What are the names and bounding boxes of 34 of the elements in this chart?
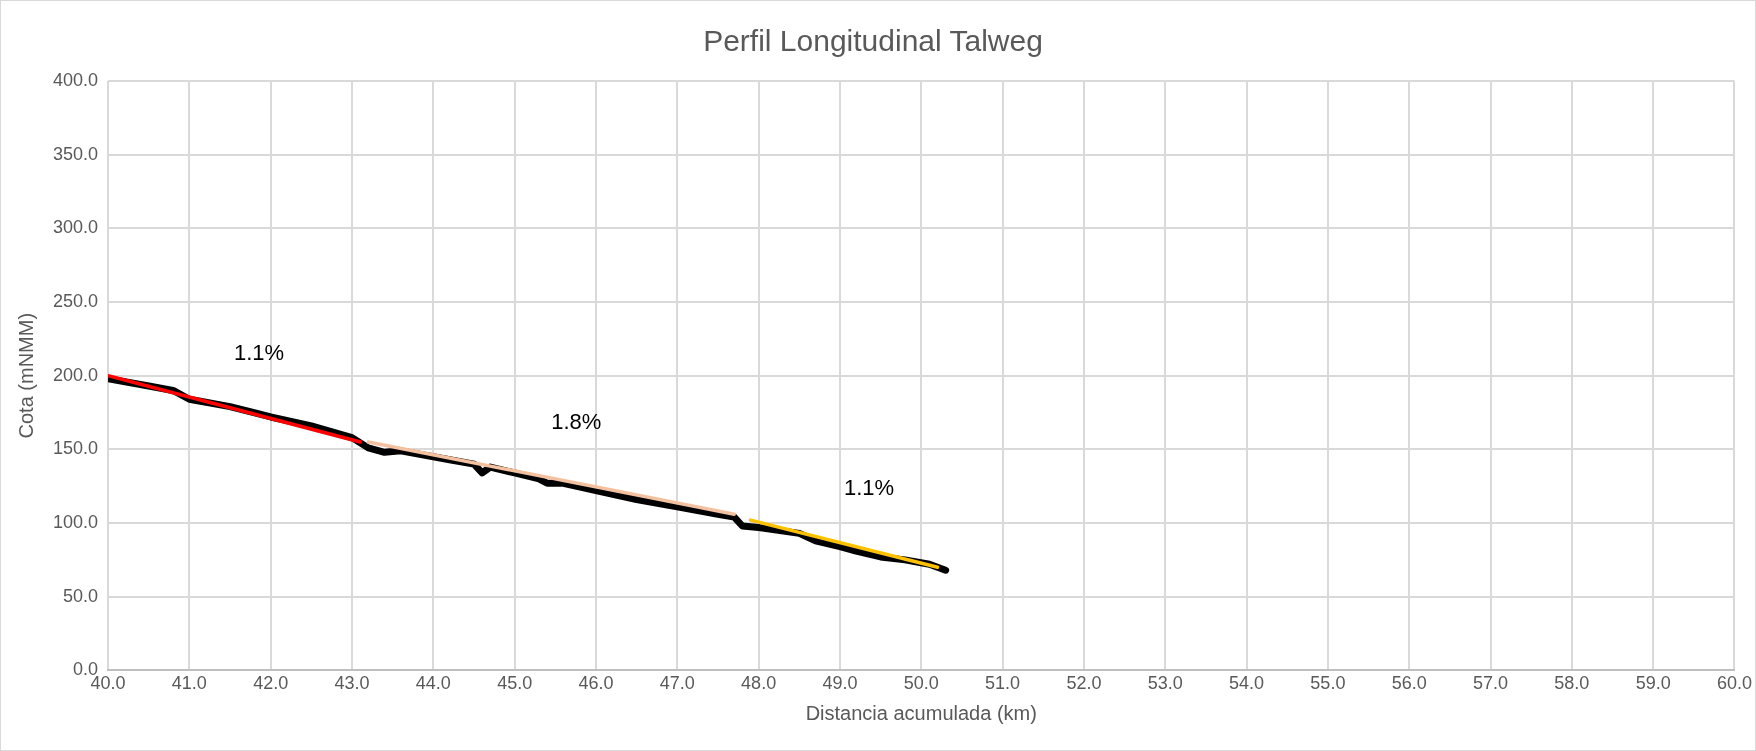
x-tick-label: 51.0 bbox=[985, 673, 1021, 694]
y-tick-label: 250.0 bbox=[53, 290, 99, 311]
x-tick-label: 43.0 bbox=[334, 673, 370, 694]
x-tick-label: 54.0 bbox=[1229, 673, 1265, 694]
y-tick-label: 300.0 bbox=[53, 217, 99, 238]
x-tick-label: 56.0 bbox=[1391, 673, 1427, 694]
x-tick-label: 60.0 bbox=[1716, 673, 1753, 694]
x-tick-label: 53.0 bbox=[1147, 673, 1183, 694]
y-tick-label: 50.0 bbox=[63, 585, 99, 606]
x-tick-label: 52.0 bbox=[1066, 673, 1102, 694]
y-tick-label: 200.0 bbox=[53, 364, 99, 385]
x-tick-label: 57.0 bbox=[1472, 673, 1509, 694]
x-tick-label: 50.0 bbox=[903, 673, 939, 694]
x-tick-label: 55.0 bbox=[1310, 673, 1346, 694]
x-tick-label: 45.0 bbox=[497, 673, 533, 694]
y-tick-label: 350.0 bbox=[53, 143, 99, 164]
x-tick-label: 42.0 bbox=[253, 673, 289, 694]
y-tick-label: 400.0 bbox=[53, 69, 99, 90]
x-tick-label: 47.0 bbox=[659, 673, 695, 694]
y-tick-label: 150.0 bbox=[53, 438, 99, 459]
annotation: 1.1% bbox=[843, 474, 895, 500]
x-tick-label: 48.0 bbox=[741, 673, 777, 694]
annotation: 1.8% bbox=[551, 409, 602, 435]
annotation: 1.1% bbox=[234, 339, 285, 365]
x-tick-label: 46.0 bbox=[578, 673, 614, 694]
x-tick-label: 41.0 bbox=[171, 673, 207, 694]
x-tick-label: 58.0 bbox=[1554, 673, 1590, 694]
x-tick-label: 44.0 bbox=[415, 673, 451, 694]
x-tick-label: 59.0 bbox=[1635, 673, 1671, 694]
x-axis-title: Distancia acumulada (km) bbox=[805, 701, 1037, 724]
y-axis-title: Cota (mNMM) bbox=[14, 312, 37, 439]
chart-title: Perfil Longitudinal Talweg bbox=[703, 24, 1043, 58]
x-tick-label: 49.0 bbox=[822, 673, 858, 694]
y-tick-label: 100.0 bbox=[53, 512, 99, 533]
